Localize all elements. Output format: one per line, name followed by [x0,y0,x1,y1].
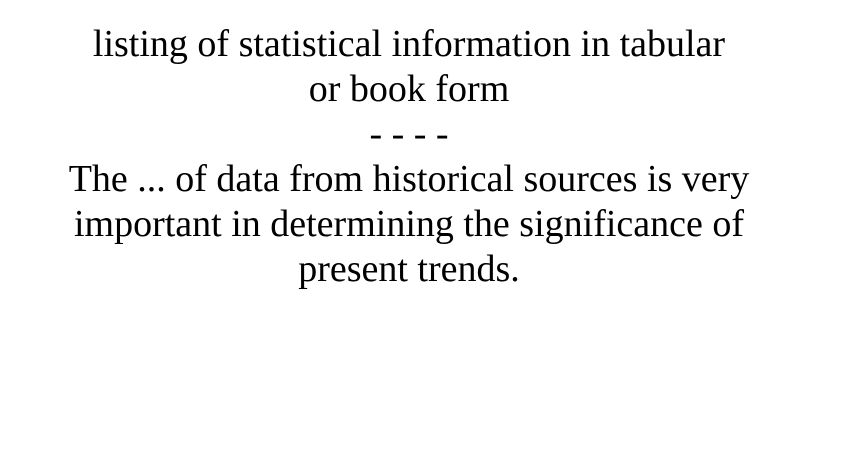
separator: - - - - [369,113,449,155]
example-sentence: The ... of data from historical sources … [68,158,750,290]
flashcard: listing of statistical information in ta… [45,22,773,292]
definition-text: listing of statistical information in ta… [92,23,726,110]
